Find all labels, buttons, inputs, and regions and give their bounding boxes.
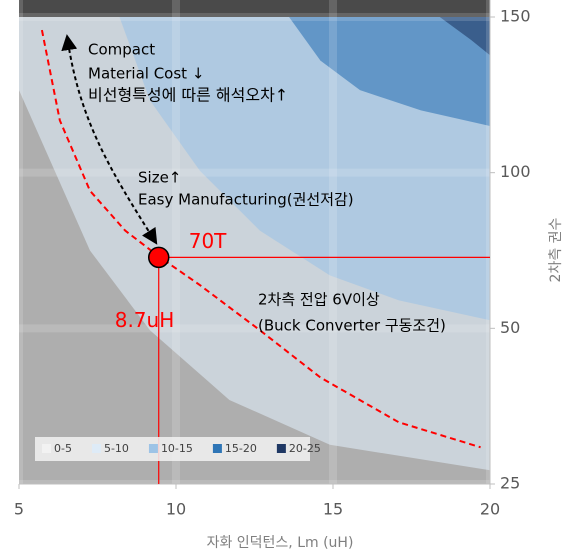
arrow — [61, 34, 158, 245]
point-y-label: 70T — [189, 229, 227, 253]
legend: 0-5 5-10 10-15 15-20 20-25 — [35, 437, 321, 461]
legend-label: 0-5 — [54, 442, 72, 455]
legend-swatch — [42, 444, 51, 453]
annotation: Size↑ — [138, 169, 181, 187]
x-axis-label: 자화 인덕턴스, Lm (uH) — [207, 535, 354, 551]
legend-swatch — [276, 444, 286, 453]
legend-label: 15-20 — [225, 442, 257, 455]
x-tick-label: 5 — [14, 500, 24, 519]
annotation: 비선형특성에 따른 해석오차↑ — [88, 86, 288, 105]
constraint-curve — [40, 29, 481, 449]
x-tick-label: 10 — [166, 500, 186, 519]
legend-swatch — [212, 444, 222, 453]
legend-label: 5-10 — [104, 442, 129, 455]
x-tick-label: 20 — [480, 500, 500, 519]
y-tick-label: 50 — [500, 318, 520, 337]
annotation: (Buck Converter 구동조건) — [258, 317, 446, 335]
annotation: Easy Manufacturing(권선저감) — [138, 191, 354, 209]
annotation: 2차측 전압 6V이상 — [258, 291, 380, 309]
annotation: Compact — [88, 41, 155, 59]
legend-swatch — [91, 444, 101, 453]
contour-region — [289, 17, 490, 126]
contour-region — [439, 17, 490, 56]
y-tick-label: 150 — [500, 7, 531, 26]
legend-label: 20-25 — [289, 442, 321, 455]
legend-label: 10-15 — [161, 442, 193, 455]
annotation: Material Cost ↓ — [88, 65, 204, 83]
operating-point — [147, 246, 170, 269]
legend-swatch — [148, 444, 158, 453]
legend-box — [35, 437, 310, 461]
y-axis-label: 2차측 권수 — [548, 217, 564, 282]
y-tick-label: 25 — [500, 474, 520, 493]
point-x-label: 8.7uH — [115, 308, 175, 332]
x-tick-label: 15 — [323, 500, 343, 519]
y-tick-label: 100 — [500, 162, 531, 181]
